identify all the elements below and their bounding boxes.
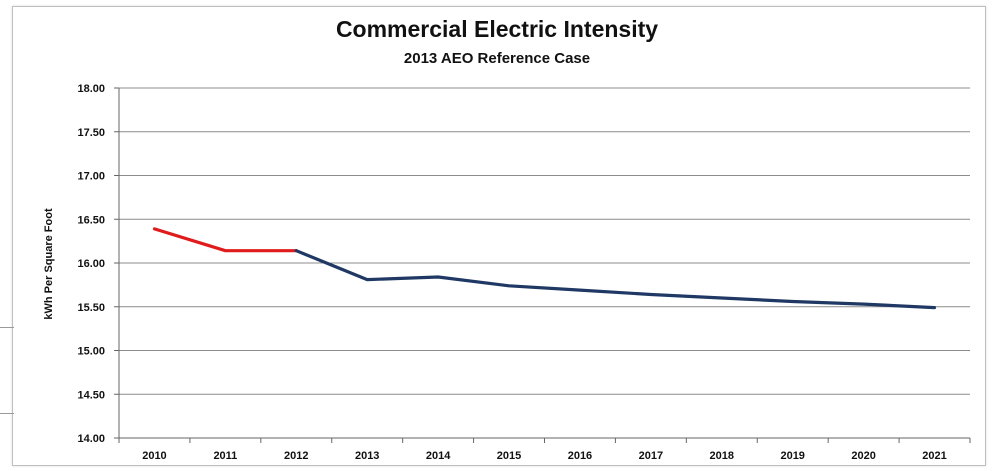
- x-tick-label: 2015: [497, 450, 521, 462]
- y-tick-label: 17.50: [77, 127, 105, 139]
- x-tick-label: 2018: [710, 450, 734, 462]
- side-divider: [0, 327, 14, 328]
- x-tick-label: 2020: [851, 450, 875, 462]
- chart-title: Commercial Electric Intensity: [335, 16, 659, 42]
- x-tick-label: 2012: [284, 450, 308, 462]
- y-tick-label: 15.00: [77, 346, 105, 358]
- x-tick-label: 2019: [780, 450, 804, 462]
- series-line-projected: [294, 249, 937, 310]
- y-tick-label: 17.00: [77, 171, 105, 183]
- axes: [114, 87, 971, 443]
- y-tick-labels: 14.00 14.50 15.00 15.50 16.00 16.50 17.00 17.50…: [77, 83, 105, 445]
- series-line-historical: [152, 227, 298, 253]
- x-tick-label: 2016: [568, 450, 592, 462]
- x-tick-label: 2014: [426, 450, 451, 462]
- y-tick-label: 14.00: [77, 433, 105, 445]
- side-divider: [0, 413, 14, 414]
- y-axis-label: kWh Per Square Foot: [43, 208, 55, 320]
- x-tick-label: 2010: [142, 450, 166, 462]
- y-tick-label: 16.00: [77, 258, 105, 270]
- gridlines: [119, 87, 970, 395]
- y-tick-label: 14.50: [77, 389, 105, 401]
- x-tick-label: 2013: [355, 450, 379, 462]
- y-tick-label: 18.00: [77, 83, 105, 95]
- y-tick-label: 15.50: [77, 302, 105, 314]
- x-tick-label: 2021: [922, 450, 946, 462]
- chart-subtitle: 2013 AEO Reference Case: [403, 50, 591, 67]
- x-tick-label: 2017: [639, 450, 663, 462]
- series-lines: [152, 227, 937, 310]
- y-tick-label: 16.50: [77, 214, 105, 226]
- x-tick-labels: 2010 2011 2012 2013 2014 2015 2016 2017 2018 2019…: [142, 450, 947, 462]
- x-tick-label: 2011: [213, 450, 237, 462]
